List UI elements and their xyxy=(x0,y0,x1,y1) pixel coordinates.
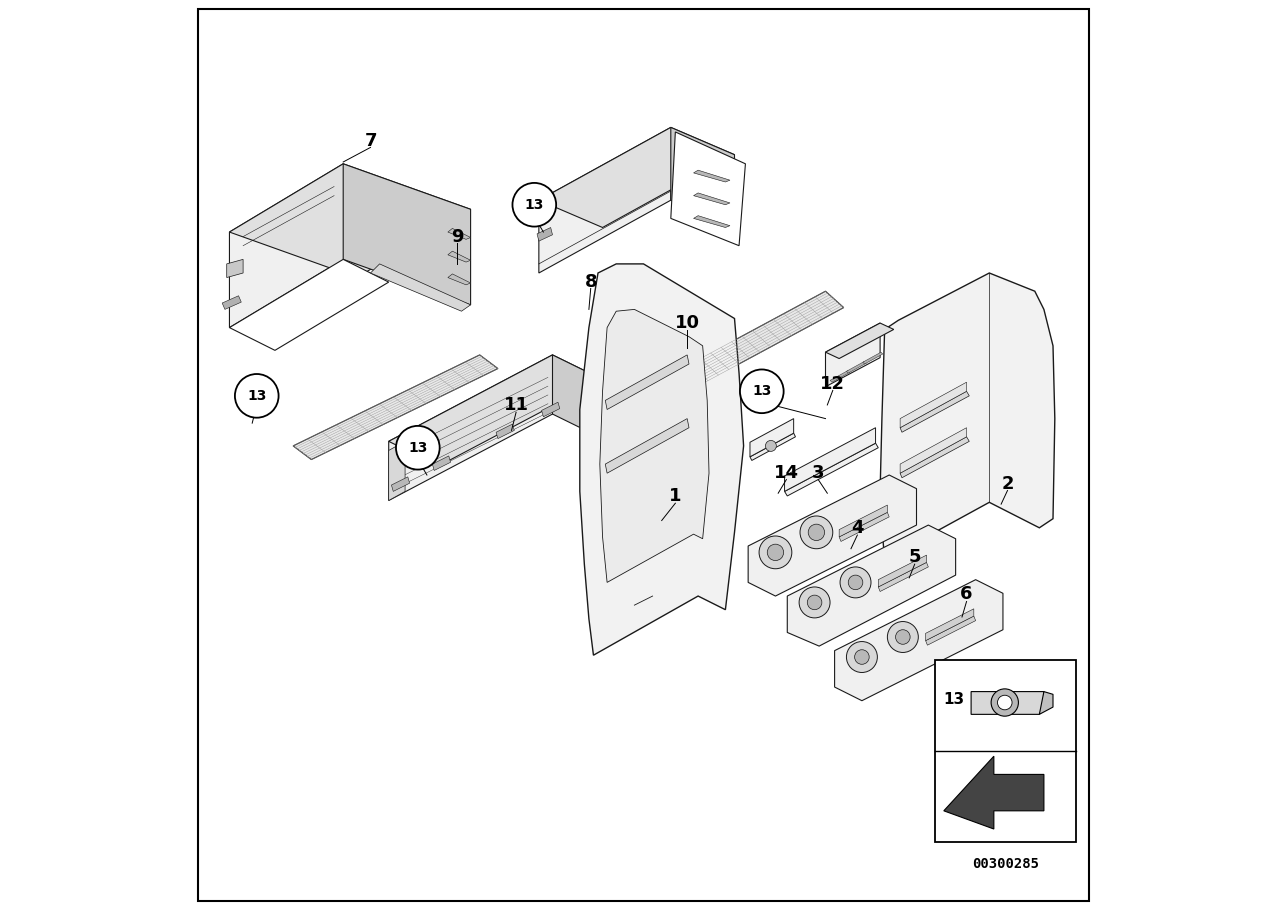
Polygon shape xyxy=(878,562,928,592)
Text: 10: 10 xyxy=(674,314,700,332)
Polygon shape xyxy=(900,391,969,432)
Polygon shape xyxy=(432,456,450,470)
Circle shape xyxy=(807,595,822,610)
Polygon shape xyxy=(391,477,409,491)
Polygon shape xyxy=(825,323,893,359)
Text: 13: 13 xyxy=(408,440,427,455)
Text: 13: 13 xyxy=(752,384,771,399)
Polygon shape xyxy=(539,127,671,273)
Circle shape xyxy=(808,524,825,541)
Polygon shape xyxy=(649,291,844,403)
Text: 00300285: 00300285 xyxy=(972,857,1039,872)
Polygon shape xyxy=(542,402,560,417)
Polygon shape xyxy=(605,419,689,473)
Polygon shape xyxy=(389,355,552,501)
Polygon shape xyxy=(671,127,735,228)
Polygon shape xyxy=(788,525,956,646)
Polygon shape xyxy=(539,127,735,228)
Circle shape xyxy=(236,374,278,418)
Polygon shape xyxy=(229,164,471,278)
Polygon shape xyxy=(925,616,976,645)
Circle shape xyxy=(766,440,776,451)
Text: 11: 11 xyxy=(503,396,529,414)
Polygon shape xyxy=(925,609,974,641)
Polygon shape xyxy=(825,323,880,387)
Polygon shape xyxy=(605,355,689,410)
Circle shape xyxy=(396,426,440,470)
Polygon shape xyxy=(839,512,889,541)
Polygon shape xyxy=(900,382,967,428)
Text: 8: 8 xyxy=(584,273,597,291)
Polygon shape xyxy=(839,505,887,537)
Circle shape xyxy=(855,650,869,664)
Circle shape xyxy=(997,695,1012,710)
Text: 7: 7 xyxy=(364,132,377,150)
Text: 1: 1 xyxy=(669,487,682,505)
Polygon shape xyxy=(750,419,794,457)
Polygon shape xyxy=(694,170,730,182)
Polygon shape xyxy=(552,355,602,439)
Polygon shape xyxy=(600,309,709,582)
Text: 5: 5 xyxy=(909,548,921,566)
Text: 13: 13 xyxy=(943,693,965,707)
Polygon shape xyxy=(229,259,389,350)
Polygon shape xyxy=(671,132,745,246)
Text: 9: 9 xyxy=(450,228,463,246)
Text: 13: 13 xyxy=(525,197,544,212)
Text: 12: 12 xyxy=(820,375,846,393)
Polygon shape xyxy=(371,264,471,311)
Polygon shape xyxy=(750,433,795,460)
Polygon shape xyxy=(389,355,602,466)
Circle shape xyxy=(896,630,910,644)
Polygon shape xyxy=(880,273,1055,560)
Circle shape xyxy=(512,183,556,227)
Circle shape xyxy=(801,516,833,549)
Circle shape xyxy=(840,567,871,598)
Polygon shape xyxy=(223,296,241,309)
Circle shape xyxy=(887,622,919,652)
Polygon shape xyxy=(748,475,916,596)
Polygon shape xyxy=(229,164,344,328)
Text: 13: 13 xyxy=(247,389,266,403)
Text: 14: 14 xyxy=(773,464,799,482)
Circle shape xyxy=(847,642,878,672)
Text: 3: 3 xyxy=(812,464,825,482)
Polygon shape xyxy=(1040,692,1053,714)
Circle shape xyxy=(759,536,792,569)
Circle shape xyxy=(848,575,862,590)
Polygon shape xyxy=(785,428,875,491)
Circle shape xyxy=(991,689,1018,716)
Polygon shape xyxy=(847,361,866,373)
Polygon shape xyxy=(448,274,471,285)
Polygon shape xyxy=(900,428,967,473)
Polygon shape xyxy=(448,251,471,262)
Bar xyxy=(934,660,1076,842)
Polygon shape xyxy=(785,443,878,496)
Polygon shape xyxy=(694,216,730,228)
Text: 6: 6 xyxy=(960,585,973,603)
Polygon shape xyxy=(900,437,969,478)
Polygon shape xyxy=(293,355,498,460)
Circle shape xyxy=(767,544,784,561)
Polygon shape xyxy=(344,164,471,305)
Polygon shape xyxy=(834,580,1003,701)
Polygon shape xyxy=(878,555,927,587)
Text: 2: 2 xyxy=(1001,475,1014,493)
Text: 4: 4 xyxy=(851,519,864,537)
Polygon shape xyxy=(694,193,730,205)
Polygon shape xyxy=(580,264,744,655)
Polygon shape xyxy=(830,370,851,382)
Circle shape xyxy=(740,369,784,413)
Polygon shape xyxy=(972,692,1044,714)
Polygon shape xyxy=(862,352,883,364)
Polygon shape xyxy=(495,424,515,439)
Polygon shape xyxy=(227,259,243,278)
Polygon shape xyxy=(537,228,552,241)
Polygon shape xyxy=(389,441,405,500)
Circle shape xyxy=(799,587,830,618)
Polygon shape xyxy=(943,756,1044,829)
Polygon shape xyxy=(448,228,471,239)
